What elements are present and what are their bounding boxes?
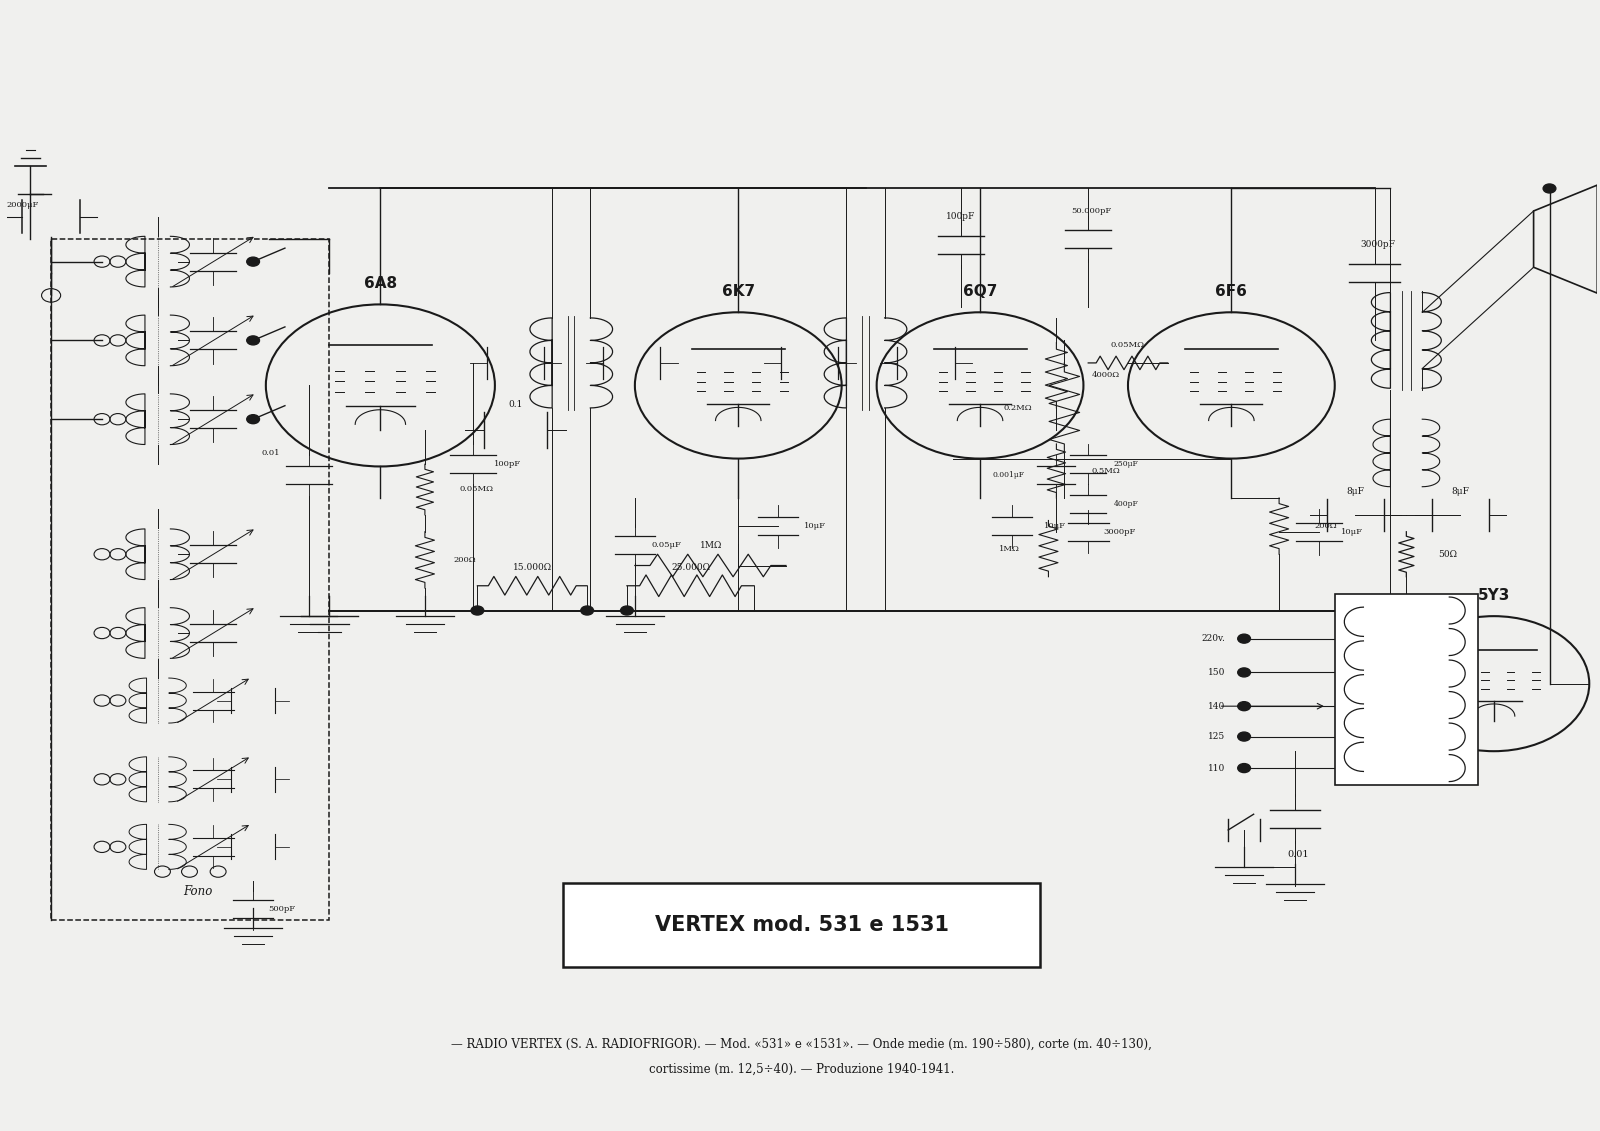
Text: 10μF: 10μF <box>803 523 826 530</box>
Circle shape <box>246 336 259 345</box>
Text: 8μF: 8μF <box>1347 486 1365 495</box>
Text: 3000pF: 3000pF <box>1104 528 1136 536</box>
Text: 140: 140 <box>1208 701 1226 710</box>
Text: 4000Ω: 4000Ω <box>1091 371 1120 379</box>
Text: 0.05μF: 0.05μF <box>651 542 682 550</box>
Text: — RADIO VERTEX (S. A. RADIOFRIGOR). — Mod. «531» e «1531». — Onde medie (m. 190÷: — RADIO VERTEX (S. A. RADIOFRIGOR). — Mo… <box>451 1037 1152 1051</box>
Text: 125: 125 <box>1208 732 1226 741</box>
FancyBboxPatch shape <box>1334 594 1478 785</box>
Text: 1MΩ: 1MΩ <box>998 545 1019 553</box>
FancyBboxPatch shape <box>563 883 1040 967</box>
Text: 6A8: 6A8 <box>363 276 397 291</box>
Circle shape <box>470 606 483 615</box>
Text: 25.000Ω: 25.000Ω <box>670 563 710 572</box>
Text: 6K7: 6K7 <box>722 284 755 299</box>
Text: 110: 110 <box>1208 763 1226 772</box>
Text: 10μF: 10μF <box>1341 528 1363 536</box>
Text: 150: 150 <box>1208 668 1226 677</box>
Text: 1MΩ: 1MΩ <box>701 541 723 550</box>
Text: 100pF: 100pF <box>494 460 522 468</box>
Text: 0.01: 0.01 <box>1288 851 1309 860</box>
Circle shape <box>621 606 634 615</box>
Circle shape <box>581 606 594 615</box>
Text: 0.5MΩ: 0.5MΩ <box>1091 467 1120 475</box>
Text: 0.01: 0.01 <box>262 449 280 457</box>
Circle shape <box>246 257 259 266</box>
Text: cortissime (m. 12,5÷40). — Produzione 1940-1941.: cortissime (m. 12,5÷40). — Produzione 19… <box>650 1063 955 1077</box>
Text: 0.05MΩ: 0.05MΩ <box>459 485 494 493</box>
Text: 5Y3: 5Y3 <box>1478 588 1510 603</box>
Text: 250μF: 250μF <box>1114 460 1139 468</box>
Circle shape <box>1238 668 1251 677</box>
Text: 200Ω: 200Ω <box>453 555 477 564</box>
Circle shape <box>1238 763 1251 772</box>
Text: Fono: Fono <box>182 886 213 898</box>
Circle shape <box>1238 732 1251 741</box>
Text: 2000μF: 2000μF <box>6 201 38 209</box>
Text: 220v.: 220v. <box>1202 634 1226 644</box>
Text: 6F6: 6F6 <box>1216 284 1248 299</box>
Text: 200Ω: 200Ω <box>1314 523 1336 530</box>
Text: 50.000pF: 50.000pF <box>1072 207 1112 215</box>
Text: VERTEX mod. 531 e 1531: VERTEX mod. 531 e 1531 <box>654 915 949 935</box>
Circle shape <box>1542 184 1555 193</box>
Text: 3000pF: 3000pF <box>1360 240 1395 249</box>
Circle shape <box>246 415 259 424</box>
Text: 500pF: 500pF <box>269 905 296 913</box>
Circle shape <box>1238 701 1251 710</box>
Text: 6Q7: 6Q7 <box>963 284 997 299</box>
Text: 0.05MΩ: 0.05MΩ <box>1110 340 1146 348</box>
Text: 100pF: 100pF <box>946 213 976 222</box>
Text: 15.000Ω: 15.000Ω <box>512 563 552 572</box>
Text: 50Ω: 50Ω <box>1438 550 1458 559</box>
Text: 0.001μF: 0.001μF <box>992 472 1024 480</box>
Text: 0.2MΩ: 0.2MΩ <box>1003 404 1032 412</box>
Text: 8μF: 8μF <box>1451 486 1469 495</box>
Circle shape <box>1238 634 1251 644</box>
Text: 0.1: 0.1 <box>509 400 523 409</box>
Text: 10μF: 10μF <box>1043 523 1066 530</box>
Text: 400pF: 400pF <box>1114 500 1139 508</box>
